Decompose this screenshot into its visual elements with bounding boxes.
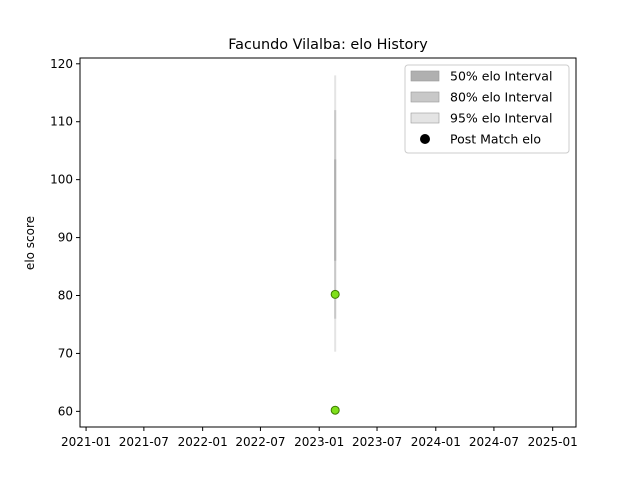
x-tick-label-2025-01: 2025-01 [528, 435, 578, 449]
x-tick-label-2021-01: 2021-01 [61, 435, 111, 449]
y-tick-label-100: 100 [50, 173, 73, 187]
y-axis: 60 70 80 90 100 110 120 [50, 57, 80, 418]
post-match-point-0 [330, 289, 340, 299]
x-tick-label-2024-07: 2024-07 [469, 435, 519, 449]
y-tick-label-120: 120 [50, 57, 73, 71]
x-axis: 2021-01 2021-07 2022-01 2022-07 2023-01 2023-… [61, 427, 578, 449]
y-axis-label: elo score [23, 216, 37, 270]
legend-label-1: 80% elo Interval [450, 90, 552, 105]
y-tick-label-70: 70 [58, 346, 73, 360]
legend-box [404, 64, 570, 154]
chart-title: Facundo Vilalba: elo History [228, 37, 428, 53]
legend-label-2: 95% elo Interval [450, 111, 552, 126]
x-tick-label-2024-01: 2024-01 [411, 435, 461, 449]
data-points [330, 289, 340, 415]
x-tick-label-2023-07: 2023-07 [352, 435, 402, 449]
y-tick-label-110: 110 [50, 115, 73, 129]
legend-label-3: Post Match elo [450, 132, 541, 147]
legend-swatch-0 [410, 70, 440, 82]
y-tick-label-90: 90 [58, 231, 73, 245]
x-tick-label-2023-01: 2023-01 [294, 435, 344, 449]
legend: 50% elo Interval 80% elo Interval 95% elo … [404, 64, 570, 154]
y-tick-label-60: 60 [58, 404, 73, 418]
interval-band-2 [334, 159, 337, 261]
interval-bands [334, 75, 337, 352]
x-tick-label-2021-07: 2021-07 [119, 435, 169, 449]
plot-frame [79, 57, 577, 428]
x-tick-label-2022-01: 2022-01 [178, 435, 228, 449]
y-tick-label-80: 80 [58, 289, 73, 303]
legend-swatch-1 [410, 91, 440, 103]
post-match-point-1 [330, 405, 340, 415]
legend-swatch-2 [410, 112, 440, 124]
x-tick-label-2022-07: 2022-07 [235, 435, 285, 449]
legend-marker-3 [420, 134, 430, 144]
legend-label-0: 50% elo Interval [450, 69, 552, 84]
